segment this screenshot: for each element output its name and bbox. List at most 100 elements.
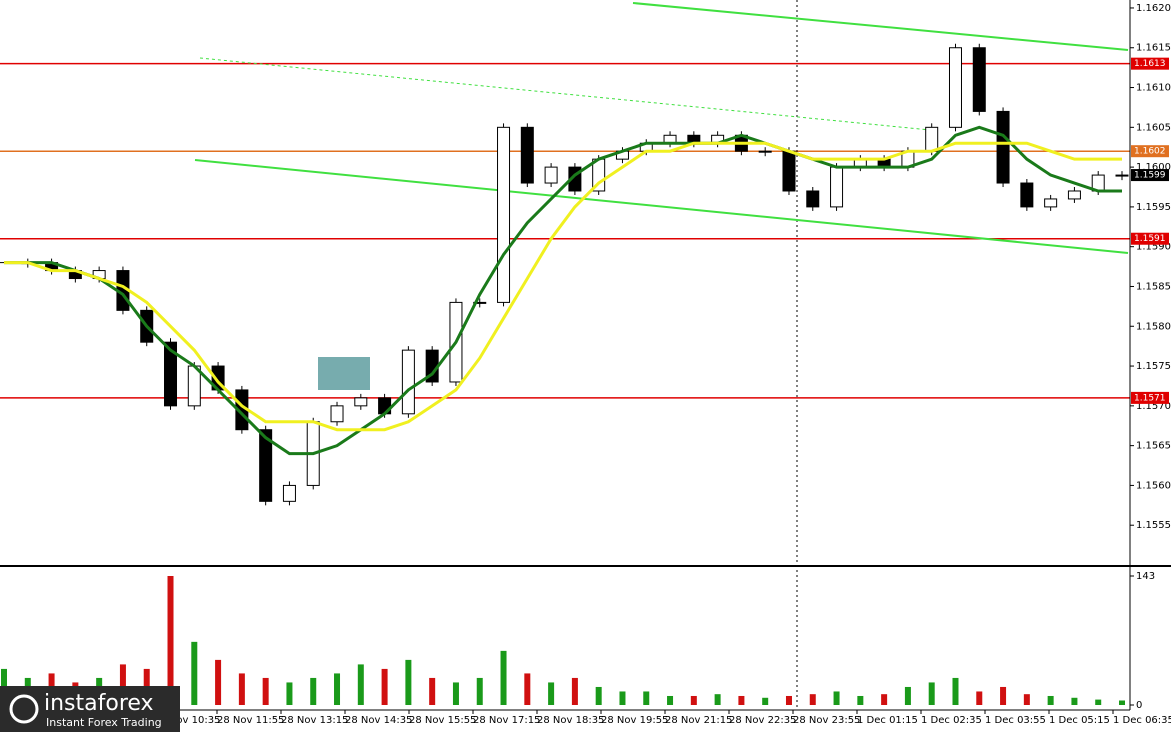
volume-bar: [310, 677, 317, 705]
volume-bar: [785, 695, 792, 705]
x-tick-label: 1 Dec 05:15: [1049, 715, 1110, 726]
candle: [782, 150, 796, 192]
volume-bar: [262, 677, 269, 705]
volume-bar: [405, 659, 412, 705]
level-tag: [1131, 145, 1169, 158]
logo-icon: [9, 694, 39, 724]
candle: [1020, 182, 1034, 208]
level-tag: [1131, 57, 1169, 70]
volume-bar: [1071, 697, 1078, 705]
volume-bar: [571, 677, 578, 705]
candle: [282, 484, 296, 502]
x-tick-label: 28 Nov 10:35: [153, 715, 220, 726]
candle: [520, 126, 534, 184]
volume-bar: [476, 677, 483, 705]
logo-box: [0, 686, 180, 732]
x-tick-label: 28 Nov 13:15: [281, 715, 348, 726]
x-tick-label: 28 Nov 15:55: [409, 715, 476, 726]
candle: [544, 166, 558, 184]
level-label: 1.1571: [1134, 393, 1166, 403]
volume-bar: [667, 695, 674, 705]
volume-bar: [119, 664, 126, 705]
signal-box: [318, 357, 370, 390]
y-tick-label: 1.1560: [1136, 480, 1171, 491]
volume-tick-label: 0: [1136, 700, 1142, 711]
volume-bar: [762, 697, 769, 705]
volume-bar: [1095, 699, 1102, 705]
candle: [1115, 174, 1129, 177]
y-tick-label: 1.1570: [1136, 401, 1171, 412]
volume-bar: [881, 694, 888, 705]
volume-bar: [357, 664, 364, 705]
volume-bar: [928, 682, 935, 705]
volume-bar: [381, 668, 388, 705]
x-tick-label: 28 Nov 23:55: [793, 715, 860, 726]
candle: [1067, 190, 1081, 200]
volume-bar: [548, 682, 555, 705]
candle: [758, 150, 772, 153]
volume-bar: [1119, 700, 1125, 705]
volume-bar: [619, 691, 626, 705]
x-tick-label: 28 Nov 19:55: [601, 715, 668, 726]
volume-bar: [238, 673, 245, 705]
x-tick-label: 28 Nov 22:35: [729, 715, 796, 726]
volume-tick-label: 143: [1136, 571, 1155, 582]
candle: [259, 429, 273, 502]
candle: [806, 190, 820, 208]
candle: [473, 301, 487, 304]
y-tick-label: 1.1590: [1136, 242, 1171, 253]
candle: [948, 47, 962, 128]
x-tick-label: 28 Nov 11:55: [217, 715, 284, 726]
level-label: 1.1602: [1134, 147, 1166, 157]
volume-bar: [976, 691, 983, 705]
volume-bar: [191, 641, 198, 705]
volume-bar: [286, 682, 293, 705]
y-tick-label: 1.1605: [1136, 122, 1171, 133]
moving-average: [4, 141, 1122, 432]
volume-bar: [500, 650, 507, 705]
y-tick-label: 1.1575: [1136, 361, 1171, 372]
x-tick-label: 28 Nov 17:15: [473, 715, 540, 726]
logo-tagline: Instant Forex Trading: [46, 716, 162, 729]
x-tick-label: 1 Dec 02:35: [921, 715, 982, 726]
volume-bar: [857, 695, 864, 705]
volume-bar: [952, 677, 959, 705]
x-tick-label: 1 Dec 03:55: [985, 715, 1046, 726]
x-tick-label: 1 Dec 06:35: [1113, 715, 1171, 726]
candle: [925, 126, 939, 152]
logo-brand: instaforex: [44, 691, 154, 716]
x-tick-label: 28 Nov 18:35: [537, 715, 604, 726]
volume-bar: [334, 673, 341, 705]
level-label: 1.1591: [1134, 234, 1166, 244]
y-tick-label: 1.1595: [1136, 202, 1171, 213]
volume-bar: [1023, 694, 1030, 705]
volume-bar: [1000, 686, 1007, 705]
level-tag: [1131, 169, 1169, 182]
volume-bar: [595, 686, 602, 705]
level-tag: [1131, 391, 1169, 404]
level-label: 1.1613: [1134, 59, 1166, 69]
trend-line: [199, 57, 931, 131]
candle: [972, 47, 986, 112]
volume-bar: [833, 691, 840, 705]
y-tick-label: 1.1600: [1136, 162, 1171, 173]
y-tick-label: 1.1555: [1136, 520, 1171, 531]
trend-line: [632, 2, 1129, 51]
trend-line: [194, 159, 1129, 254]
volume-bar: [690, 695, 697, 705]
volume-bar: [429, 677, 436, 705]
level-label: 1.1599: [1134, 171, 1166, 181]
y-tick-label: 1.1610: [1136, 83, 1171, 94]
x-tick-label: 1 Dec 01:15: [857, 715, 918, 726]
volume-bar: [215, 659, 222, 705]
volume-bar: [524, 673, 531, 705]
volume-bar: [452, 682, 459, 705]
candle: [497, 126, 511, 303]
y-tick-label: 1.1565: [1136, 441, 1171, 452]
y-tick-label: 1.1615: [1136, 43, 1171, 54]
volume-bar: [809, 694, 816, 705]
volume-bar: [714, 694, 721, 705]
x-tick-label: 28 Nov 14:35: [345, 715, 412, 726]
candle: [830, 166, 844, 208]
